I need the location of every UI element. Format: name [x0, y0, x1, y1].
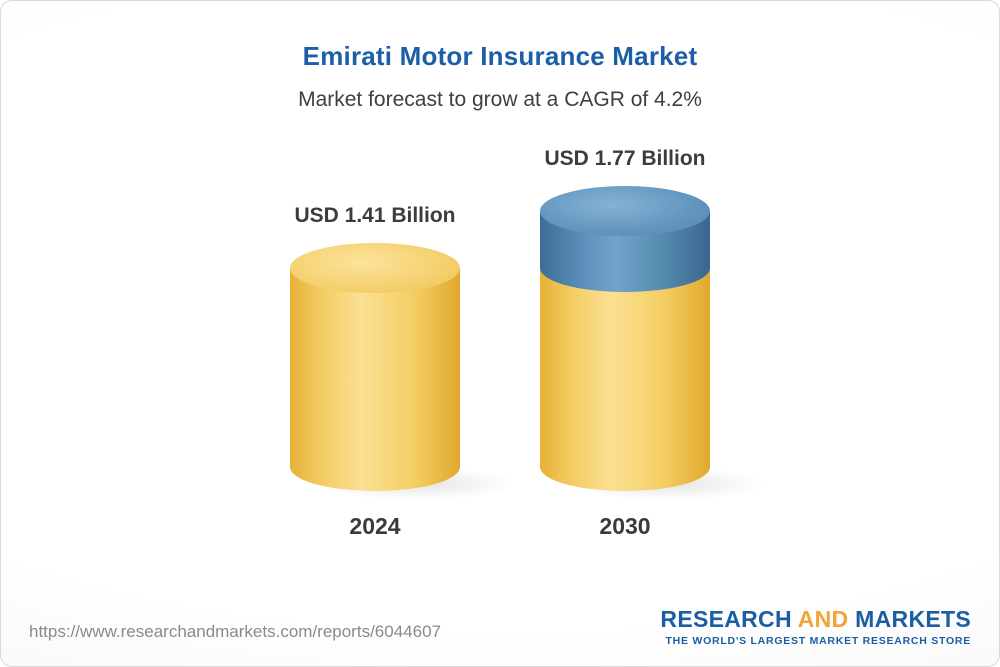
cylinder-2024	[290, 243, 518, 501]
footer: https://www.researchandmarkets.com/repor…	[29, 605, 971, 647]
base-segment-2024	[290, 268, 460, 491]
cylinder-body-2024	[290, 268, 460, 491]
bar-chart: USD 1.41 Billion 2024 USD 1.77 Billion	[1, 140, 999, 540]
chart-title: Emirati Motor Insurance Market	[302, 41, 698, 71]
bar-group-2030: USD 1.77 Billion 2030	[540, 147, 768, 540]
report-url[interactable]: https://www.researchandmarkets.com/repor…	[29, 622, 441, 641]
axis-label-2030: 2030	[599, 513, 651, 539]
bar-group-2024: USD 1.41 Billion 2024	[290, 204, 518, 540]
logo-wordmark: RESEARCH AND MARKETS	[660, 605, 971, 632]
chart-subtitle: Market forecast to grow at a CAGR of 4.2…	[298, 88, 702, 111]
cylinder-top-2024	[290, 243, 460, 293]
value-label-2030: USD 1.77 Billion	[544, 147, 706, 170]
logo-word-markets: MARKETS	[855, 605, 971, 632]
axis-label-2024: 2024	[349, 513, 401, 539]
cylinder-body-2030	[540, 211, 710, 491]
value-label-2024: USD 1.41 Billion	[294, 204, 456, 227]
cylinder-2030	[540, 186, 768, 501]
logo-word-research: RESEARCH	[660, 605, 792, 632]
logo-tagline: THE WORLD'S LARGEST MARKET RESEARCH STOR…	[665, 634, 971, 647]
logo-word-and: AND	[797, 605, 849, 632]
cylinder-top-2030	[540, 186, 710, 236]
chart-header: Emirati Motor Insurance Market Market fo…	[1, 1, 999, 112]
research-and-markets-logo: RESEARCH AND MARKETS THE WORLD'S LARGEST…	[660, 605, 971, 647]
